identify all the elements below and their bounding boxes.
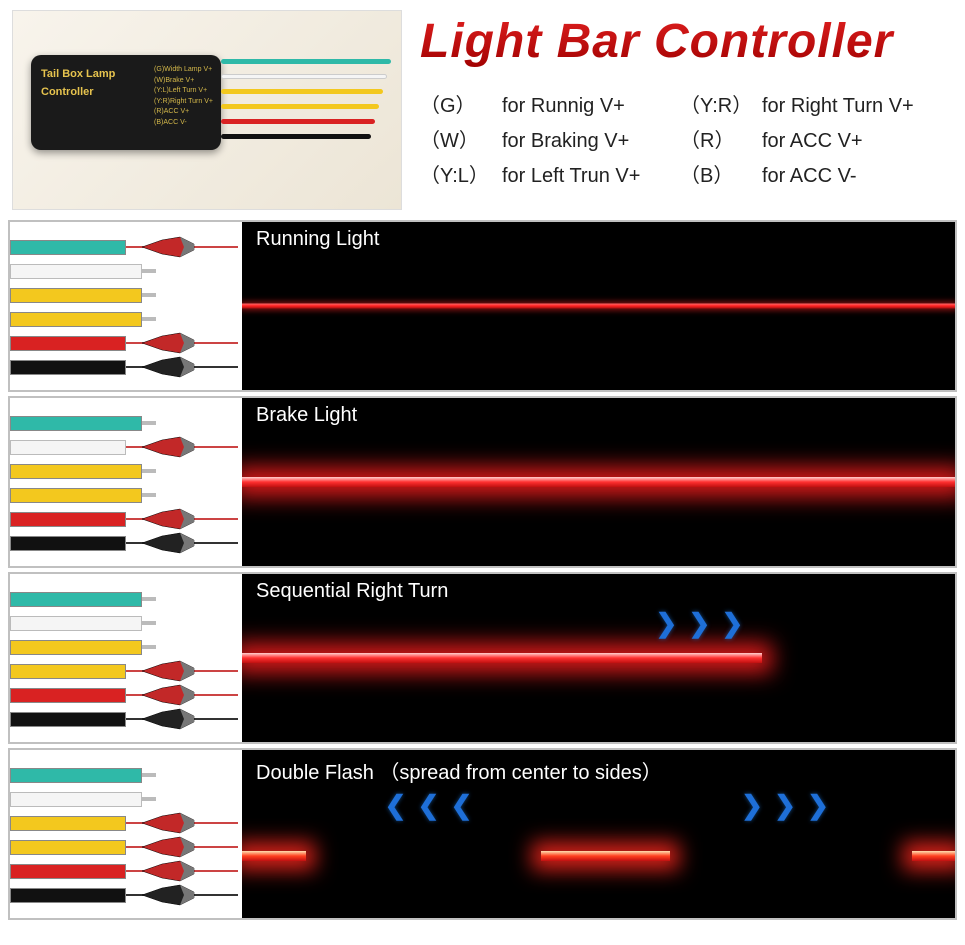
mode-label: Sequential Right Turn — [256, 580, 448, 603]
wire-green — [10, 236, 238, 258]
header: Tail Box Lamp Controller (G)Width Lamp V… — [0, 0, 965, 216]
alligator-clip-icon — [146, 710, 192, 728]
wire-white — [10, 788, 238, 810]
led-strip — [242, 304, 955, 309]
mode-label: Brake Light — [256, 404, 357, 427]
wire-white — [10, 436, 238, 458]
wire-black — [10, 356, 238, 378]
legend-item: （W）for Braking V+ — [420, 124, 680, 153]
wire-green — [10, 588, 238, 610]
wire-green — [10, 764, 238, 786]
alligator-clip-icon — [146, 814, 192, 832]
direction-arrows-icon: ❯ ❯ ❯ — [741, 790, 831, 821]
wire-red — [10, 684, 238, 706]
led-segment — [541, 851, 669, 861]
wire-yellow-right — [10, 836, 238, 858]
legend-item: （Y:R）for Right Turn V+ — [680, 89, 940, 118]
mode-rows-container: Running Light Brake Light Sequential Rig… — [0, 220, 965, 920]
mode-label: Running Light — [256, 228, 379, 251]
alligator-clip-icon — [146, 534, 192, 552]
demo-panel: Double Flash （spread from center to side… — [242, 750, 955, 918]
wire-yellow-right — [10, 308, 238, 330]
wire-red — [10, 860, 238, 882]
legend-item: （Y:L）for Left Trun V+ — [420, 159, 680, 188]
wire-panel — [10, 574, 242, 742]
title-area: Light Bar Controller （G）for Runnig V+（Y:… — [420, 10, 953, 210]
wire-black — [10, 884, 238, 906]
controller-photo-wires — [221, 59, 401, 154]
wire-yellow-left — [10, 812, 238, 834]
wire-panel — [10, 750, 242, 918]
wire-yellow-right — [10, 660, 238, 682]
controller-photo: Tail Box Lamp Controller (G)Width Lamp V… — [12, 10, 402, 210]
legend-grid: （G）for Runnig V+（Y:R）for Right Turn V+（W… — [420, 89, 953, 188]
wire-white — [10, 260, 238, 282]
alligator-clip-icon — [146, 886, 192, 904]
wire-white — [10, 612, 238, 634]
demo-panel: Running Light — [242, 222, 955, 390]
mode-row-brake: Brake Light — [8, 396, 957, 568]
alligator-clip-icon — [146, 862, 192, 880]
direction-arrows-icon: ❯ ❯ ❯ — [656, 608, 746, 639]
mode-row-seq-right: Sequential Right Turn ❯ ❯ ❯ — [8, 572, 957, 744]
mode-row-double-flash: Double Flash （spread from center to side… — [8, 748, 957, 920]
wire-black — [10, 708, 238, 730]
wire-yellow-right — [10, 484, 238, 506]
controller-box: Tail Box Lamp Controller (G)Width Lamp V… — [31, 55, 221, 150]
led-strip — [242, 653, 762, 663]
direction-arrows-icon: ❮ ❮ ❮ — [385, 790, 475, 821]
led-strip — [242, 477, 955, 487]
led-segment — [912, 851, 955, 861]
wire-panel — [10, 222, 242, 390]
legend-item: （B）for ACC V- — [680, 159, 940, 188]
demo-panel: Sequential Right Turn ❯ ❯ ❯ — [242, 574, 955, 742]
mode-row-running: Running Light — [8, 220, 957, 392]
wire-yellow-left — [10, 460, 238, 482]
alligator-clip-icon — [146, 838, 192, 856]
demo-panel: Brake Light — [242, 398, 955, 566]
alligator-clip-icon — [146, 334, 192, 352]
wire-yellow-left — [10, 636, 238, 658]
alligator-clip-icon — [146, 686, 192, 704]
wire-red — [10, 332, 238, 354]
alligator-clip-icon — [146, 358, 192, 376]
controller-box-wire-labels: (G)Width Lamp V+(W)Brake V+(Y:L)Left Tur… — [154, 65, 213, 128]
wire-green — [10, 412, 238, 434]
wire-yellow-left — [10, 284, 238, 306]
wire-panel — [10, 398, 242, 566]
legend-item: （R）for ACC V+ — [680, 124, 940, 153]
wire-red — [10, 508, 238, 530]
alligator-clip-icon — [146, 238, 192, 256]
mode-label: Double Flash （spread from center to side… — [256, 756, 662, 785]
main-title: Light Bar Controller — [420, 14, 953, 69]
wire-black — [10, 532, 238, 554]
legend-item: （G）for Runnig V+ — [420, 89, 680, 118]
alligator-clip-icon — [146, 662, 192, 680]
led-segment — [242, 851, 306, 861]
alligator-clip-icon — [146, 438, 192, 456]
alligator-clip-icon — [146, 510, 192, 528]
